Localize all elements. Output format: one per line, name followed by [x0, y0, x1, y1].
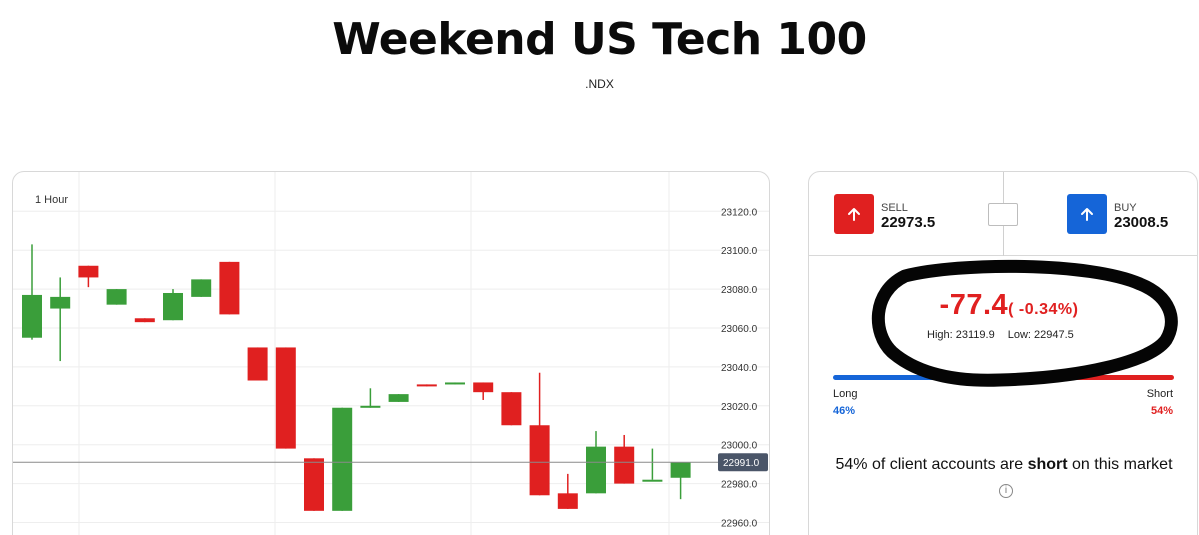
price-change: -77.4( -0.34%): [919, 289, 1099, 322]
candle-body: [304, 458, 324, 511]
low-value: Low: 22947.5: [1007, 329, 1074, 341]
candle-body: [134, 318, 155, 323]
candle-body: [22, 294, 42, 338]
y-tick-label: 23060.0: [721, 324, 758, 335]
long-label: Long: [833, 388, 858, 400]
spread-indicator: [988, 203, 1018, 226]
candle-body: [275, 347, 296, 449]
high-low: High: 23119.9 Low: 22947.5: [927, 329, 1084, 341]
sell-button[interactable]: [834, 194, 874, 234]
ticker-symbol: .NDX: [585, 77, 614, 91]
sentiment-text-start: 54% of client accounts are: [835, 456, 1028, 473]
candle-body: [332, 407, 353, 511]
candle-body: [445, 382, 465, 385]
buy-label: BUY: [1114, 202, 1137, 214]
y-tick-label: 23020.0: [721, 402, 758, 413]
buy-price: 23008.5: [1114, 214, 1169, 231]
candle-body: [106, 289, 127, 305]
sell-price: 22973.5: [881, 214, 936, 231]
candle-body: [416, 384, 437, 387]
client-sentiment-text: 54% of client accounts are short on this…: [829, 452, 1179, 502]
sentiment-text-end: on this market: [1067, 456, 1173, 473]
trade-panel: SELL 22973.5 BUY 23008.5 -77.4( -0.34%) …: [808, 171, 1198, 535]
sentiment-bar: [833, 375, 1174, 380]
short-label: Short: [1146, 388, 1173, 400]
candle-body: [388, 394, 409, 402]
sentiment-direction: short: [1027, 456, 1068, 473]
candle-body: [78, 265, 99, 278]
change-value: -77.4: [939, 289, 1009, 321]
candle-body: [50, 296, 71, 309]
candle-body: [473, 382, 494, 393]
trade-buttons-row: SELL 22973.5 BUY 23008.5: [809, 172, 1197, 256]
arrow-up-icon: [1081, 208, 1093, 221]
spread-divider-top: [1003, 172, 1004, 203]
candle-body: [501, 392, 522, 426]
long-percent: 46%: [833, 405, 856, 417]
candle-body: [614, 446, 635, 484]
timeframe-label[interactable]: 1 Hour: [35, 194, 69, 206]
buy-button[interactable]: [1067, 194, 1107, 234]
page-title: Weekend US Tech 100: [332, 14, 867, 65]
candle-body: [529, 425, 550, 496]
short-bar: [989, 375, 1174, 380]
candle-body: [191, 279, 212, 297]
info-icon[interactable]: i: [999, 484, 1013, 498]
sell-label: SELL: [881, 202, 908, 214]
chart-canvas[interactable]: 23120.0 23100.0 23080.0 23060.0 23040.0 23020…: [13, 172, 770, 535]
arrow-up-icon: [848, 208, 860, 221]
y-tick-label: 23100.0: [721, 246, 758, 257]
y-tick-label: 23080.0: [721, 285, 758, 296]
short-percent: 54%: [1150, 405, 1173, 417]
high-value: High: 23119.9: [927, 329, 995, 341]
candle-body: [163, 292, 183, 321]
y-tick-label: 22980.0: [721, 480, 758, 491]
change-percent: ( -0.34%): [1008, 301, 1079, 318]
long-bar: [833, 375, 990, 380]
y-tick-label: 23000.0: [721, 441, 758, 452]
candle-body: [642, 479, 663, 482]
candle-body: [219, 261, 240, 315]
candle-body: [557, 493, 578, 509]
candle-body: [247, 347, 268, 381]
y-tick-label: 22960.0: [721, 519, 758, 530]
spread-divider-bottom: [1003, 226, 1004, 256]
y-tick-label: 23120.0: [721, 207, 758, 218]
candle-body: [670, 462, 691, 478]
price-chart[interactable]: 23120.0 23100.0 23080.0 23060.0 23040.0 23020…: [12, 171, 770, 535]
candle-body: [586, 446, 606, 494]
y-tick-label: 23040.0: [721, 363, 758, 374]
candle-body: [360, 405, 381, 408]
current-price-tag: [718, 453, 768, 472]
current-price-label: 22991.0: [723, 458, 760, 469]
